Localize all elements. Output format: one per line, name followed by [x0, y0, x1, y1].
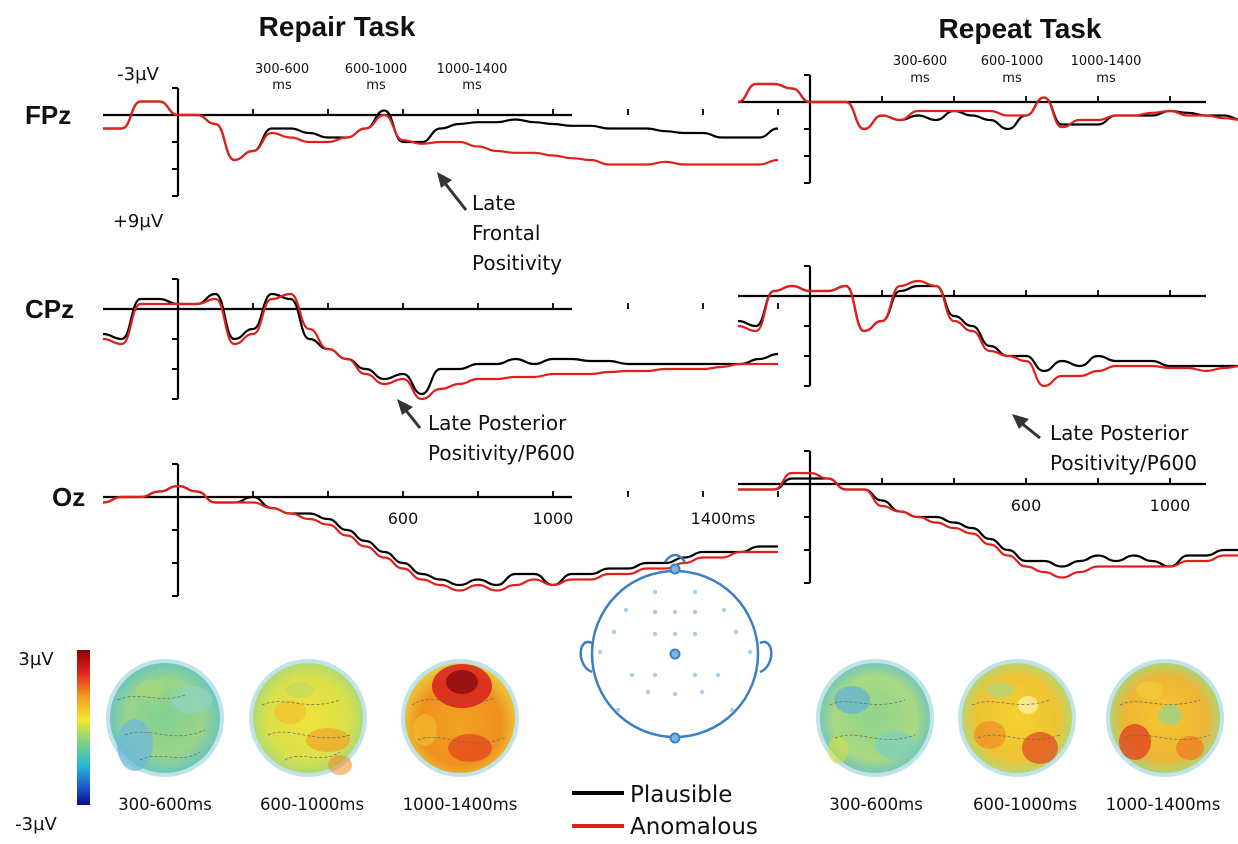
- series-line-anomalous: [102, 100, 779, 166]
- repeat-topomaps: [816, 659, 1224, 777]
- legend-label-plausible: Plausible: [630, 782, 732, 808]
- repeat-posterior-line-2: Positivity/P600: [1050, 451, 1197, 475]
- x-tick-label: 1000: [533, 509, 574, 528]
- left-ear-icon: [579, 640, 593, 674]
- series-line-plausible: [102, 100, 779, 162]
- colorbar-max-label: 3µV: [18, 649, 54, 670]
- series-line-anomalous: [102, 484, 778, 592]
- topomap-repeat-300-600: [816, 659, 934, 777]
- repair-task-title: Repair Task: [259, 11, 416, 42]
- topomap-repeat-600-1000: [958, 659, 1076, 777]
- electrode-oz: [669, 732, 681, 744]
- topomap-repeat-1000-1400: [1106, 659, 1224, 777]
- frontal-annotation-line-2: Frontal: [472, 221, 540, 245]
- series-line-anomalous: [737, 82, 1238, 131]
- x-tick-label: 600: [1011, 496, 1042, 515]
- frontal-arrow-head: [437, 172, 452, 188]
- repeat-posterior-arrow-head: [1012, 414, 1029, 429]
- electrode-cpz: [669, 648, 681, 660]
- electrode-dots: [597, 589, 753, 713]
- frontal-annotation-line-1: Late: [472, 191, 516, 215]
- repeat-posterior-annotation: Late Posterior Positivity/P600: [1012, 414, 1197, 475]
- topomap-label-repair-3: 1000-1400ms: [403, 795, 518, 814]
- erp-panel-repair-fpz: [102, 87, 779, 197]
- repair-posterior-arrow-head: [397, 399, 413, 415]
- topomap-repair-300-600: [106, 659, 224, 777]
- x-tick-label: 600: [388, 509, 419, 528]
- window-label-1-unit: ms: [272, 78, 292, 93]
- topomap-label-repair-2: 600-1000ms: [260, 795, 364, 814]
- legend: Plausible Anomalous: [572, 782, 758, 840]
- channel-label-cpz: CPz: [25, 294, 74, 324]
- nose-icon: [663, 553, 687, 563]
- window-label-2-range: 600-1000: [345, 62, 408, 77]
- window-label-3-unit: ms: [462, 78, 482, 93]
- erp-panel-repair-cpz: [102, 278, 779, 401]
- repair-posterior-annotation: Late Posterior Positivity/P600: [397, 399, 575, 465]
- topomap-label-repair-1: 300-600ms: [118, 795, 212, 814]
- colorbar: 3µV -3µV: [15, 649, 90, 835]
- erp-panel-repair-oz: 600 1000 1400ms: [102, 463, 779, 597]
- repeat-task-title: Repeat Task: [939, 13, 1102, 44]
- scale-bottom-label: +9µV: [113, 211, 164, 232]
- electrode-montage: [579, 553, 773, 744]
- window-label-1-unit: ms: [910, 71, 930, 86]
- series-line-anomalous: [737, 279, 1238, 388]
- window-label-3-range: 1000-1400: [1071, 54, 1142, 69]
- series-line-plausible: [737, 284, 1238, 373]
- series-line-plausible: [737, 82, 1238, 131]
- window-label-3-unit: ms: [1096, 71, 1116, 86]
- scale-top-label: -3µV: [117, 64, 159, 85]
- repair-window-labels: 300-600 ms 600-1000 ms 1000-1400 ms: [255, 62, 508, 93]
- window-label-2-unit: ms: [1002, 71, 1022, 86]
- legend-label-anomalous: Anomalous: [630, 814, 758, 840]
- topomap-label-repeat-3: 1000-1400ms: [1106, 795, 1221, 814]
- channel-label-oz: Oz: [52, 482, 85, 512]
- window-label-1-range: 300-600: [893, 54, 947, 69]
- frontal-annotation: Late Frontal Positivity: [437, 172, 562, 275]
- erp-panel-repeat-fpz: [737, 74, 1238, 184]
- topomap-repair-1000-1400: [401, 659, 519, 777]
- series-line-anomalous: [102, 292, 779, 401]
- repair-topomaps: [106, 659, 519, 777]
- window-label-1-range: 300-600: [255, 62, 309, 77]
- right-ear-icon: [759, 640, 773, 674]
- window-label-2-unit: ms: [366, 78, 386, 93]
- erp-plots: 60010001400ms60010001400ms: [102, 74, 1238, 597]
- erp-panel-repeat-cpz: [737, 265, 1238, 388]
- repair-posterior-line-1: Late Posterior: [428, 411, 567, 435]
- series-line-anomalous: [738, 471, 1238, 579]
- series-line-plausible: [738, 477, 1238, 568]
- frontal-annotation-line-3: Positivity: [472, 251, 562, 275]
- channel-label-fpz: FPz: [25, 100, 71, 130]
- topomap-repair-600-1000: [249, 659, 367, 777]
- colorbar-gradient: [77, 650, 90, 805]
- repeat-window-labels: 300-600 ms 600-1000 ms 1000-1400 ms: [893, 54, 1142, 86]
- electrode-fpz: [669, 563, 681, 575]
- x-tick-label: 1400ms: [691, 509, 756, 528]
- window-label-3-range: 1000-1400: [437, 62, 508, 77]
- repair-posterior-line-2: Positivity/P600: [428, 441, 575, 465]
- frontal-arrow-line: [442, 181, 468, 211]
- topomap-label-repeat-2: 600-1000ms: [973, 795, 1077, 814]
- repeat-posterior-line-1: Late Posterior: [1050, 421, 1189, 445]
- window-label-2-range: 600-1000: [981, 54, 1044, 69]
- colorbar-min-label: -3µV: [15, 814, 57, 835]
- x-tick-label: 1000: [1150, 496, 1191, 515]
- topomap-label-repeat-1: 300-600ms: [829, 795, 923, 814]
- series-line-plausible: [102, 292, 779, 396]
